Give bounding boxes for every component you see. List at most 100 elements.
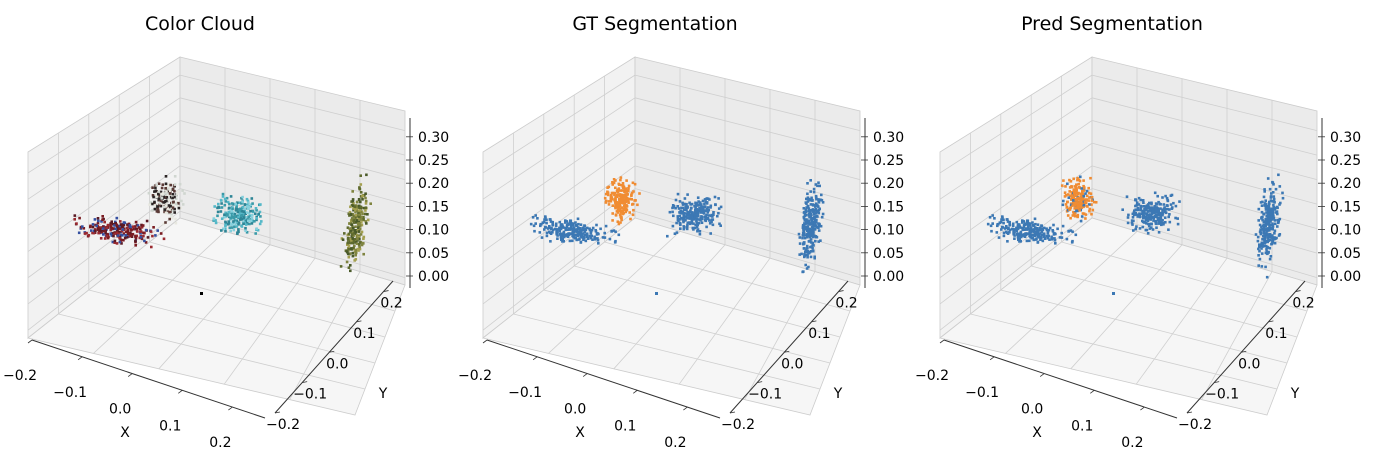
x-tick-label: 0.1: [159, 418, 181, 434]
point: [611, 219, 614, 222]
point: [1271, 240, 1274, 244]
point: [1045, 227, 1048, 230]
point: [585, 232, 589, 235]
point: [352, 216, 356, 220]
point: [804, 248, 808, 252]
point: [697, 221, 701, 225]
point: [244, 226, 247, 230]
point: [102, 233, 105, 236]
point: [607, 193, 610, 197]
point: [358, 227, 362, 230]
point: [222, 227, 225, 231]
point: [1263, 190, 1266, 193]
point: [549, 240, 552, 243]
point: [1012, 231, 1015, 234]
point: [1263, 204, 1266, 207]
y-tick-label: −0.2: [266, 417, 300, 433]
point: [1084, 192, 1087, 195]
point: [813, 223, 817, 226]
point: [362, 235, 366, 239]
point: [230, 215, 234, 219]
point: [139, 230, 142, 233]
point: [819, 239, 822, 242]
point: [1270, 235, 1274, 238]
point: [706, 197, 710, 200]
point: [619, 178, 622, 182]
point: [545, 234, 549, 238]
point: [817, 199, 820, 203]
point: [632, 190, 635, 193]
point: [117, 231, 121, 234]
y-axis-label: Y: [1290, 386, 1300, 402]
point: [580, 229, 584, 232]
point: [73, 214, 77, 217]
grid-lines: [939, 67, 1318, 400]
point: [815, 226, 818, 229]
point: [1071, 239, 1074, 243]
point: [696, 228, 700, 231]
point: [359, 200, 362, 204]
point: [556, 237, 559, 240]
point: [350, 220, 353, 224]
point: [1260, 243, 1263, 246]
point: [358, 243, 361, 246]
point: [251, 219, 254, 222]
point: [584, 228, 588, 232]
point: [158, 198, 161, 202]
point: [1148, 201, 1151, 205]
point: [809, 241, 813, 244]
point: [712, 211, 715, 214]
x-tick-label: 0.2: [664, 435, 686, 451]
point: [364, 202, 368, 205]
point: [1263, 188, 1266, 191]
point: [1157, 213, 1161, 216]
point: [1141, 219, 1144, 223]
point: [1258, 257, 1262, 261]
point: [244, 219, 248, 223]
point: [151, 194, 155, 197]
point: [349, 231, 352, 234]
point: [171, 209, 175, 212]
point: [247, 212, 251, 215]
point: [806, 255, 809, 259]
point: [349, 212, 353, 216]
point: [549, 232, 553, 235]
point: [1082, 189, 1086, 192]
point: [225, 196, 229, 200]
point: [693, 205, 696, 208]
point: [618, 209, 621, 213]
point: [352, 226, 355, 230]
point: [619, 221, 622, 224]
point: [1074, 233, 1078, 237]
point: [990, 229, 993, 233]
point: [808, 221, 811, 224]
point: [1265, 275, 1269, 279]
point: [1018, 223, 1021, 226]
point: [1259, 228, 1262, 231]
point: [1142, 209, 1146, 213]
point: [354, 231, 358, 234]
point: [1265, 211, 1268, 214]
point: [168, 210, 171, 214]
point: [1046, 236, 1050, 240]
point: [1139, 205, 1143, 209]
point: [250, 216, 254, 220]
y-tick-label: 0.1: [808, 326, 830, 342]
point: [1262, 212, 1266, 216]
point: [124, 230, 128, 234]
point: [1263, 241, 1266, 244]
point: [354, 209, 357, 212]
point: [621, 193, 624, 197]
point: [690, 214, 694, 217]
point: [698, 232, 702, 236]
point: [1272, 203, 1275, 207]
point: [578, 233, 582, 236]
point: [365, 173, 368, 177]
point: [345, 250, 349, 253]
point: [1017, 238, 1020, 242]
point: [237, 230, 240, 234]
point: [1037, 229, 1041, 232]
point: [238, 201, 241, 205]
point: [1269, 227, 1272, 231]
point: [357, 235, 361, 239]
